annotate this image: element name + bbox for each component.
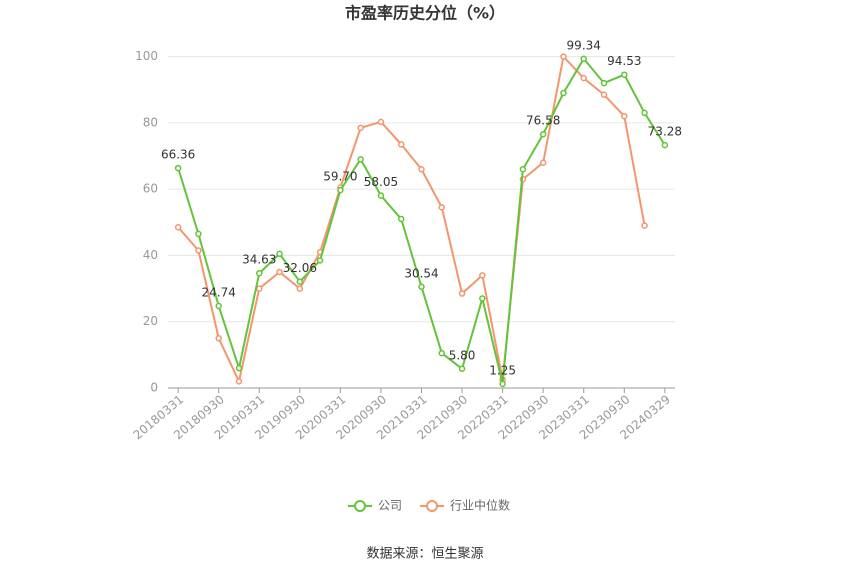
data-label: 1.25 xyxy=(489,363,516,377)
point xyxy=(458,290,466,297)
point xyxy=(539,130,547,138)
point xyxy=(195,230,202,238)
point xyxy=(276,250,283,258)
data-label: 34.63 xyxy=(242,253,276,267)
data-label: 30.54 xyxy=(404,266,438,280)
point xyxy=(438,349,446,357)
point xyxy=(560,53,567,60)
point xyxy=(438,204,446,211)
data-label: 73.28 xyxy=(648,125,682,139)
point xyxy=(397,215,405,223)
data-label: 76.58 xyxy=(526,114,560,128)
y-tick-label: 20 xyxy=(143,314,158,328)
point xyxy=(377,118,385,126)
point xyxy=(600,91,608,98)
point xyxy=(641,222,648,229)
point xyxy=(195,247,202,254)
point xyxy=(600,79,608,87)
y-tick-label: 40 xyxy=(143,248,158,262)
data-label: 32.06 xyxy=(283,261,317,275)
y-tick-label: 60 xyxy=(143,182,158,196)
point xyxy=(580,55,587,63)
legend-marker xyxy=(426,500,439,512)
data-label: 94.53 xyxy=(607,54,641,68)
point xyxy=(357,124,364,132)
point xyxy=(377,192,385,199)
legend-label: 公司 xyxy=(378,499,402,513)
point xyxy=(174,164,182,172)
y-tick-label: 80 xyxy=(143,115,158,129)
point xyxy=(479,295,486,302)
data-label: 99.34 xyxy=(567,38,601,52)
point xyxy=(397,141,405,148)
point xyxy=(621,112,628,120)
point xyxy=(256,269,263,277)
point xyxy=(539,159,547,166)
series-line xyxy=(177,54,646,385)
data-label: 66.36 xyxy=(161,148,195,162)
point xyxy=(479,272,486,279)
point xyxy=(621,71,628,78)
point xyxy=(296,278,304,285)
data-label: 59.70 xyxy=(323,170,357,184)
point xyxy=(296,285,304,292)
point xyxy=(641,109,648,117)
point xyxy=(580,74,587,82)
point xyxy=(519,166,527,173)
y-tick-label: 0 xyxy=(150,381,158,395)
point xyxy=(174,224,182,231)
legend-marker xyxy=(354,500,366,512)
point xyxy=(661,141,669,149)
point xyxy=(337,186,344,194)
chart-title: 市盈率历史分位（%） xyxy=(345,4,505,23)
data-label: 24.74 xyxy=(202,286,236,300)
point xyxy=(560,89,567,97)
source-note: 数据来源：恒生聚源 xyxy=(366,547,483,562)
point xyxy=(418,166,425,173)
point xyxy=(499,380,506,388)
point xyxy=(235,378,243,385)
point xyxy=(418,283,425,291)
point xyxy=(316,257,324,264)
y-tick-label: 100 xyxy=(135,49,158,63)
point xyxy=(256,285,263,292)
point xyxy=(458,365,466,373)
point xyxy=(357,156,364,163)
point xyxy=(276,268,283,276)
point xyxy=(215,302,222,310)
legend-label: 行业中位数 xyxy=(450,498,510,513)
point xyxy=(215,335,222,342)
point xyxy=(235,364,243,372)
data-label: 5.80 xyxy=(449,348,476,362)
data-label: 58.05 xyxy=(364,175,398,189)
series-line xyxy=(177,57,666,385)
